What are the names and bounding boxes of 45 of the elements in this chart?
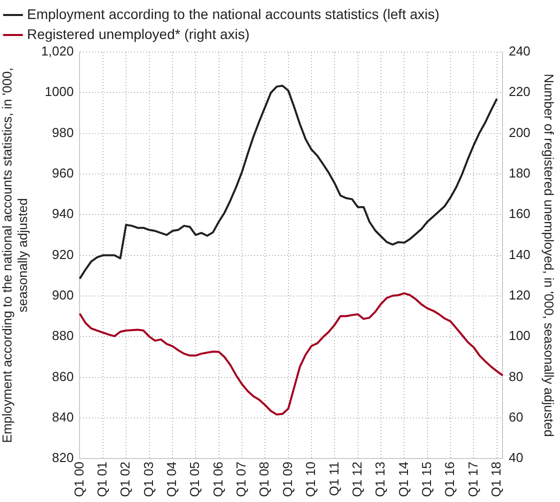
x-tick-label: Q1 01 <box>94 462 110 498</box>
y-tick-label: 880 <box>52 328 74 344</box>
x-tick-label: Q1 11 <box>326 462 342 496</box>
x-tick-label: Q1 08 <box>256 462 272 498</box>
legend-label: Registered unemployed* (right axis) <box>27 26 250 42</box>
x-tick-label: Q1 09 <box>280 462 295 498</box>
y2-axis-title: Number of registered unemployed, in '000, seasonally adjusted <box>542 74 557 437</box>
y-tick-label: 960 <box>52 166 74 181</box>
x-tick-label: Q1 03 <box>140 462 156 498</box>
y-tick-label: 1,020 <box>41 44 74 59</box>
y2-tick-label: 120 <box>508 288 530 303</box>
y2-tick-label: 140 <box>508 246 530 262</box>
y2-tick-label: 80 <box>508 368 524 384</box>
y2-tick-label: 40 <box>508 450 524 466</box>
x-tick-label: Q1 07 <box>234 462 249 498</box>
y-tick-label: 920 <box>52 246 74 262</box>
y-tick-label: 840 <box>52 410 74 425</box>
x-tick-label: Q1 00 <box>71 462 86 498</box>
y-axis-title: Employment according to the national accounts statistics, in '000, seasonally adjusted <box>0 68 30 443</box>
x-tick-label: Q1 17 <box>465 462 480 498</box>
y-tick-label: 980 <box>52 124 74 140</box>
y-tick-label: 1000 <box>44 84 74 100</box>
x-tick-label: Q1 13 <box>372 462 388 498</box>
y-tick-label: 900 <box>52 288 74 303</box>
y2-tick-label: 60 <box>508 410 524 425</box>
x-tick-label: Q1 05 <box>187 462 202 498</box>
x-tick-label: Q1 04 <box>164 462 180 498</box>
x-tick-label: Q1 15 <box>418 462 434 498</box>
x-tick-label: Q1 10 <box>303 462 318 498</box>
y2-tick-label: 100 <box>508 328 530 344</box>
y2-tick-label: 160 <box>508 206 530 222</box>
y-tick-label: 860 <box>52 368 74 384</box>
x-tick-label: Q1 18 <box>488 462 504 498</box>
x-tick-label: Q1 12 <box>349 462 364 498</box>
x-tick-label: Q1 14 <box>396 462 411 498</box>
x-tick-label: Q1 06 <box>210 462 226 498</box>
y-tick-label: 940 <box>52 206 74 222</box>
y2-tick-label: 200 <box>508 124 530 140</box>
y2-tick-label: 220 <box>508 84 530 100</box>
y2-tick-label: 240 <box>508 44 530 59</box>
y2-tick-label: 180 <box>508 166 530 181</box>
y-tick-label: 820 <box>52 450 74 466</box>
x-tick-label: Q1 02 <box>118 462 133 498</box>
x-tick-label: Q1 16 <box>442 462 458 498</box>
legend-label: Employment according to the national accounts statistics (left axis) <box>27 6 440 22</box>
